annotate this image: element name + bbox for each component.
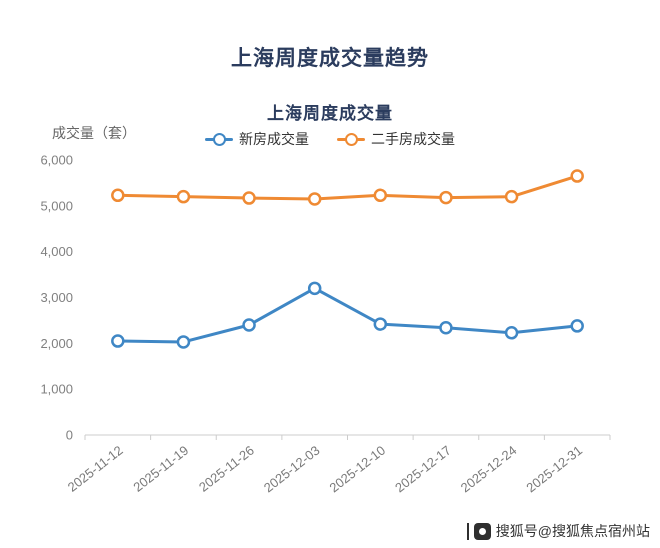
line-chart: 0 1,000 2,000 3,000 4,000 5,000 6,000 2025-11-1… (40, 153, 611, 496)
legend-item-0[interactable]: 新房成交量 (205, 129, 309, 149)
data-point[interactable] (373, 188, 388, 203)
y-tick-label: 6,000 (40, 153, 73, 168)
x-tick-label: 2025-12-31 (523, 443, 585, 496)
chart-legend: 新房成交量 二手房成交量 (0, 129, 660, 149)
watermark: 搜狐号@搜狐焦点宿州站 (466, 521, 650, 541)
y-tick-label: 2,000 (40, 336, 73, 351)
data-point[interactable] (439, 321, 453, 335)
x-tick-label: 2025-11-26 (196, 443, 257, 495)
data-point[interactable] (439, 190, 453, 205)
x-tick-label: 2025-11-19 (130, 443, 191, 495)
y-tick-label: 4,000 (40, 244, 73, 259)
series-line-1 (116, 174, 579, 201)
chart-title: 上海周度成交量 (267, 104, 393, 123)
y-tick-label: 0 (66, 428, 73, 443)
data-point[interactable] (242, 318, 256, 332)
x-tick-label: 2025-11-12 (65, 443, 126, 495)
sohu-logo-icon (473, 522, 491, 540)
series-line-0 (116, 286, 579, 344)
legend-label: 新房成交量 (239, 131, 309, 147)
x-tick-label: 2025-12-24 (458, 443, 520, 496)
watermark-text: 搜狐号@搜狐焦点宿州站 (495, 523, 650, 539)
y-tick-label: 5,000 (40, 198, 73, 213)
data-point[interactable] (307, 192, 322, 206)
data-point[interactable] (111, 334, 125, 348)
x-tick-label: 2025-12-03 (261, 443, 323, 496)
x-tick-label: 2025-12-10 (327, 443, 389, 496)
data-point[interactable] (176, 189, 191, 204)
data-point[interactable] (111, 188, 125, 203)
data-point[interactable] (504, 189, 519, 204)
y-tick-label: 1,000 (40, 382, 73, 397)
y-tick-label: 3,000 (40, 290, 73, 305)
data-point[interactable] (307, 281, 322, 296)
page-title: 上海周度成交量趋势 (231, 47, 429, 70)
data-point[interactable] (570, 169, 584, 183)
legend-marker-icon (337, 132, 365, 146)
data-point[interactable] (176, 335, 191, 349)
x-tick-label: 2025-12-17 (392, 443, 454, 496)
legend-marker-icon (205, 132, 233, 146)
data-point[interactable] (242, 191, 256, 205)
legend-item-1[interactable]: 二手房成交量 (337, 129, 455, 149)
y-axis-unit-label: 成交量（套） (52, 125, 136, 141)
data-point[interactable] (373, 317, 388, 331)
data-point[interactable] (504, 326, 519, 340)
watermark-divider (466, 522, 469, 540)
data-point[interactable] (570, 319, 584, 333)
legend-label: 二手房成交量 (371, 131, 455, 147)
